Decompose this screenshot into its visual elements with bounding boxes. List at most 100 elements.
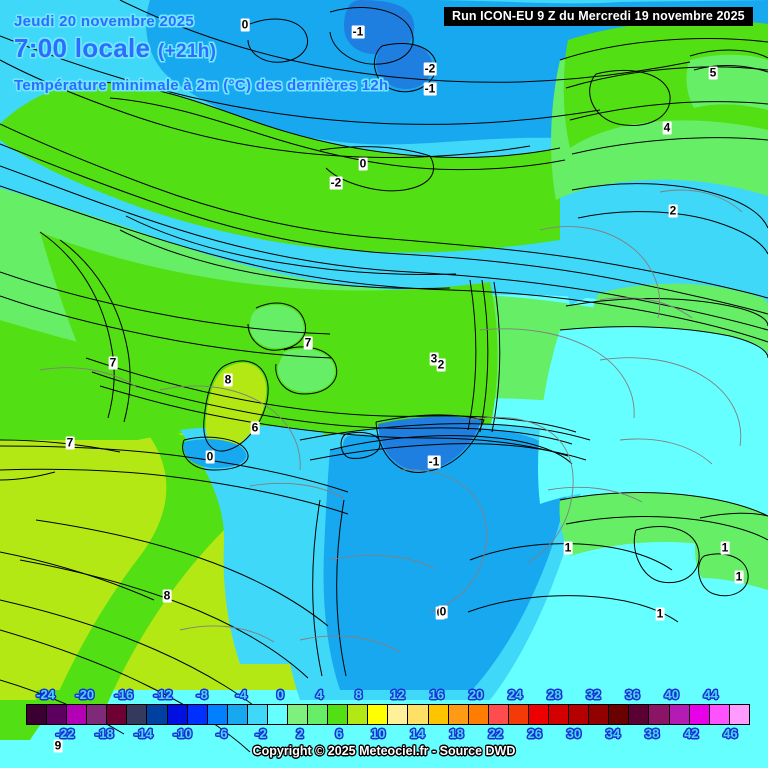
scale-tick-bottom: 38 <box>644 726 660 741</box>
map-date-label: Jeudi 20 novembre 2025 <box>14 13 195 30</box>
color-swatch <box>609 705 630 724</box>
scale-tick-top: 16 <box>429 687 445 702</box>
contour-value-label: 1 <box>720 540 730 555</box>
color-swatch <box>368 705 389 724</box>
color-scale-bar[interactable] <box>26 704 750 725</box>
color-swatch <box>589 705 610 724</box>
scale-tick-top: 4 <box>315 687 324 702</box>
color-swatch <box>127 705 148 724</box>
scale-tick-top: 8 <box>355 687 363 702</box>
scale-tick-bottom: 26 <box>527 726 542 741</box>
contour-value-label: 0 <box>240 17 250 32</box>
color-swatch <box>709 705 730 724</box>
scale-tick-top: 24 <box>507 687 523 702</box>
contour-value-label: 7 <box>108 355 118 370</box>
contour-value-label: 0 <box>438 604 448 619</box>
scale-tick-top: -12 <box>153 687 173 702</box>
map-parameter-label: Température minimale à 2m (°C) des derni… <box>14 77 389 94</box>
color-swatch <box>308 705 329 724</box>
scale-tick-top: -8 <box>196 687 208 702</box>
color-swatch <box>288 705 309 724</box>
scale-tick-bottom: 2 <box>296 726 304 741</box>
contour-value-label: 2 <box>668 203 678 218</box>
color-swatch <box>468 705 489 724</box>
color-swatch <box>428 705 449 724</box>
contour-value-label: 8 <box>162 588 172 603</box>
scale-tick-top: -20 <box>75 687 95 702</box>
color-swatch <box>227 705 248 724</box>
map-offset-label: (+21h) <box>158 41 217 62</box>
scale-tick-bottom: -10 <box>173 726 192 741</box>
color-swatch <box>27 705 48 724</box>
scale-tick-bottom: -22 <box>55 726 75 741</box>
scale-tick-top: 0 <box>276 687 284 702</box>
scale-tick-top: -4 <box>235 687 248 702</box>
contour-value-label: 5 <box>708 65 718 80</box>
color-swatch <box>247 705 268 724</box>
contour-value-label: 9 <box>53 738 63 753</box>
contour-value-label: 4 <box>662 120 672 135</box>
scale-tick-top: 28 <box>547 687 562 702</box>
scale-tick-top: 44 <box>703 687 719 702</box>
color-swatch <box>107 705 128 724</box>
contour-value-label: 2 <box>436 357 446 372</box>
color-swatch <box>147 705 168 724</box>
color-swatch <box>267 705 289 724</box>
scale-tick-bottom: 30 <box>566 726 582 741</box>
contour-value-label: -1 <box>351 24 365 39</box>
contour-value-label: -2 <box>329 175 343 190</box>
contour-value-label: -1 <box>423 81 437 96</box>
copyright-notice: Copyright © 2025 Meteociel.fr - Source D… <box>252 744 516 758</box>
scale-tick-top: 36 <box>625 687 640 702</box>
color-swatch <box>729 705 749 724</box>
color-swatch <box>348 705 369 724</box>
color-swatch <box>488 705 509 724</box>
color-swatch <box>569 705 590 724</box>
scale-tick-top: 20 <box>468 687 484 702</box>
contour-value-label: 0 <box>205 449 215 464</box>
color-swatch <box>207 705 228 724</box>
model-run-banner: Run ICON-EU 9 Z du Mercredi 19 novembre … <box>444 7 753 26</box>
color-swatch <box>689 705 710 724</box>
scale-tick-top: 32 <box>586 687 601 702</box>
scale-tick-bottom: -6 <box>215 726 228 741</box>
scale-tick-bottom: -18 <box>94 726 114 741</box>
color-swatch <box>67 705 88 724</box>
scale-tick-bottom: 6 <box>335 726 343 741</box>
color-swatch <box>167 705 188 724</box>
scale-tick-top: -16 <box>114 687 134 702</box>
contour-value-label: -2 <box>423 61 437 76</box>
contour-value-label: 7 <box>303 335 313 350</box>
color-swatch <box>187 705 208 724</box>
scale-tick-top: 12 <box>390 687 406 702</box>
color-swatch <box>87 705 108 724</box>
contour-value-label: 1 <box>563 540 573 555</box>
contour-value-label: 0 <box>358 156 368 171</box>
color-swatch <box>669 705 690 724</box>
color-swatch <box>328 705 349 724</box>
scale-tick-bottom: 14 <box>410 726 425 741</box>
scale-tick-bottom: 18 <box>449 726 464 741</box>
contour-value-label: 1 <box>734 569 744 584</box>
contour-value-label: 1 <box>655 606 665 621</box>
contour-value-label: 7 <box>65 435 75 450</box>
color-swatch <box>649 705 670 724</box>
scale-tick-top: 40 <box>664 687 679 702</box>
scale-tick-bottom: 42 <box>684 726 699 741</box>
contour-value-label: -1 <box>427 454 441 469</box>
scale-tick-bottom: 34 <box>605 726 621 741</box>
map-time-label: 7:00 locale <box>14 33 151 63</box>
color-swatch <box>528 705 550 724</box>
scale-tick-bottom: -2 <box>255 726 267 741</box>
color-swatch <box>629 705 650 724</box>
color-swatch <box>508 705 529 724</box>
color-swatch <box>549 705 570 724</box>
color-swatch <box>408 705 429 724</box>
scale-tick-bottom: -14 <box>133 726 153 741</box>
color-swatch <box>47 705 68 724</box>
scale-tick-bottom: 22 <box>488 726 503 741</box>
scale-tick-top: -24 <box>36 687 55 702</box>
scale-tick-bottom: 46 <box>723 726 738 741</box>
